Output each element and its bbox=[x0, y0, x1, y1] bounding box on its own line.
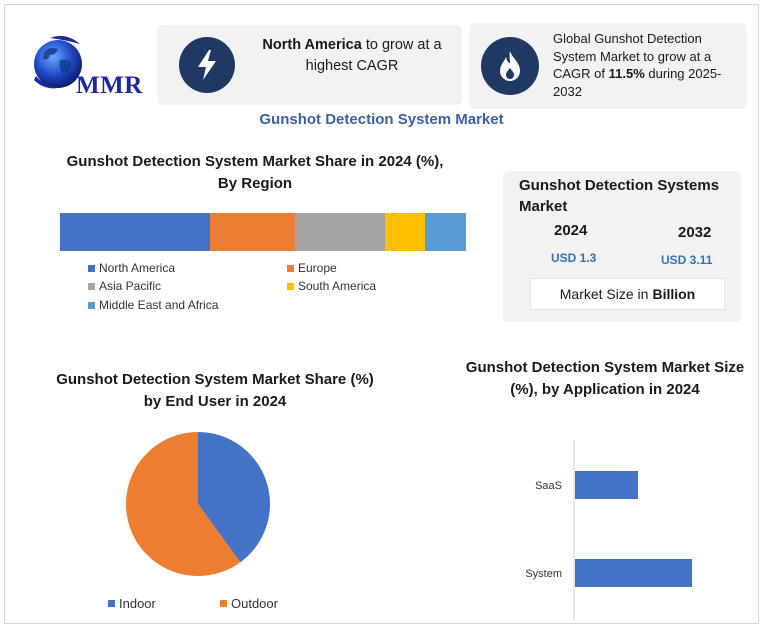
legend-item-indoor: Indoor bbox=[108, 596, 156, 611]
globe-icon bbox=[34, 36, 82, 89]
legend-item-outdoor: Outdoor bbox=[220, 596, 278, 611]
legend-label: South America bbox=[298, 279, 377, 293]
cagr-text-post: during 2025-2032 bbox=[553, 66, 722, 99]
flame-icon bbox=[481, 37, 539, 95]
legend-swatch bbox=[88, 264, 95, 272]
legend-item-europe: Europe bbox=[287, 261, 337, 275]
legend-label: North America bbox=[99, 261, 176, 275]
main-title: Gunshot Detection System Market bbox=[259, 111, 504, 128]
bar-system bbox=[575, 559, 692, 587]
lightning-bolt-icon bbox=[179, 37, 235, 93]
unit-bold: Billion bbox=[652, 286, 696, 302]
bar-segment-south-america bbox=[384, 213, 426, 251]
legend-label: Outdoor bbox=[231, 596, 278, 611]
highlight-region-bold: North America bbox=[262, 37, 362, 53]
cagr-value: 11.5% bbox=[608, 66, 645, 81]
mmr-logo: MMR bbox=[30, 30, 145, 102]
legend-item-middle-east-and-africa: Middle East and Africa bbox=[88, 298, 218, 312]
year-2024: 2024 bbox=[554, 222, 588, 239]
legend-item-south-america: South America bbox=[287, 279, 376, 293]
cagr-text-pre: Global Gunshot Detection System Market t… bbox=[553, 31, 712, 81]
highlight-region-rest: to grow at a highest CAGR bbox=[305, 37, 442, 74]
highlight-card-cagr: Global Gunshot Detection System Market t… bbox=[469, 23, 747, 109]
bar-segment-europe bbox=[210, 213, 296, 251]
bar-saas bbox=[575, 471, 638, 499]
pie-slice-indoor bbox=[198, 432, 270, 563]
legend-swatch bbox=[220, 600, 227, 607]
legend-label: Asia Pacific bbox=[99, 279, 162, 293]
logo-text: MMR bbox=[76, 72, 143, 99]
legend-swatch bbox=[108, 600, 115, 607]
legend-item-asia-pacific: Asia Pacific bbox=[88, 279, 161, 293]
unit-pre: Market Size in bbox=[559, 286, 649, 302]
highlight-text-cagr: Global Gunshot Detection System Market t… bbox=[553, 30, 743, 102]
tick-label-system: System bbox=[525, 568, 562, 580]
legend-label: Europe bbox=[298, 261, 337, 275]
enduser-chart-title: Gunshot Detection System Market Share (%… bbox=[56, 371, 374, 410]
region-chart-title: Gunshot Detection System Market Share in… bbox=[66, 153, 444, 192]
legend-swatch bbox=[287, 264, 294, 272]
bar-segment-asia-pacific bbox=[295, 213, 385, 251]
application-chart-title: Gunshot Detection System Market Size (%)… bbox=[465, 359, 745, 398]
application-bar-chart: SaaS System bbox=[525, 440, 692, 620]
legend-swatch bbox=[287, 282, 294, 290]
market-size-unit: Market Size in Billion bbox=[530, 278, 725, 310]
bar-segment-middle-east-and-africa bbox=[425, 213, 466, 251]
pie-slice-outdoor bbox=[125, 432, 241, 576]
market-size-title: Gunshot Detection Systems Market bbox=[519, 177, 720, 215]
year-2032: 2032 bbox=[678, 224, 712, 241]
tick-label-saas: SaaS bbox=[535, 480, 562, 492]
market-size-card: Gunshot Detection Systems Market 2024 20… bbox=[503, 171, 741, 322]
highlight-text-region: North America to grow at a highest CAGR bbox=[252, 35, 452, 77]
legend-swatch bbox=[88, 301, 95, 309]
bar-segment-north-america bbox=[60, 213, 211, 251]
legend-item-north-america: North America bbox=[88, 261, 175, 275]
legend-label: Indoor bbox=[119, 596, 156, 611]
legend-swatch bbox=[88, 282, 95, 290]
enduser-pie-chart bbox=[125, 432, 270, 576]
highlight-card-region: North America to grow at a highest CAGR bbox=[157, 25, 462, 105]
region-stacked-bar bbox=[60, 213, 466, 251]
legend-label: Middle East and Africa bbox=[99, 298, 219, 312]
value-2024: USD 1.3 bbox=[551, 251, 597, 265]
value-2032: USD 3.11 bbox=[661, 253, 713, 267]
